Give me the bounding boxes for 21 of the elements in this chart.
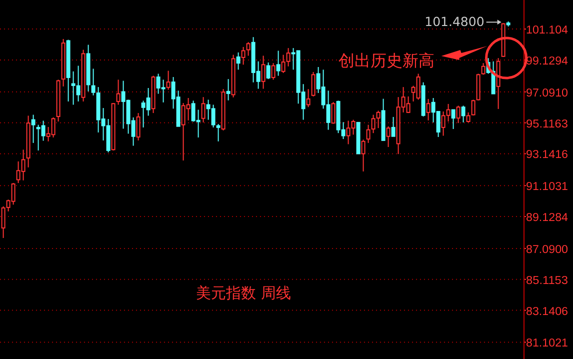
y-tick-label: 95.1163: [526, 118, 568, 130]
annotation: 美元指数 周线: [196, 284, 291, 302]
candlestick: [26, 115, 30, 168]
annotation: 创出历史新高: [338, 50, 434, 70]
y-tick-label: 91.1031: [526, 181, 568, 194]
y-tick-label: 89.1284: [526, 212, 569, 224]
candlestick: [496, 58, 500, 110]
y-tick-label: 101.104: [526, 24, 569, 37]
y-tick-label: 81.1021: [526, 338, 568, 350]
y-tick-label: 83.1406: [526, 306, 568, 318]
candlestick: [276, 50, 280, 76]
y-tick-label: 93.1416: [526, 149, 568, 162]
candlestick: [56, 79, 60, 122]
y-tick-label: 99.1294: [526, 55, 569, 68]
annotation: 101.4800: [424, 14, 484, 30]
candlestick: [226, 78, 230, 101]
y-tick-label: 97.0910: [526, 87, 568, 100]
y-tick-label: 85.1153: [526, 274, 568, 287]
y-tick-label: 87.0900: [526, 244, 568, 256]
candlestick: [261, 55, 266, 90]
candlestick: [31, 114, 36, 144]
